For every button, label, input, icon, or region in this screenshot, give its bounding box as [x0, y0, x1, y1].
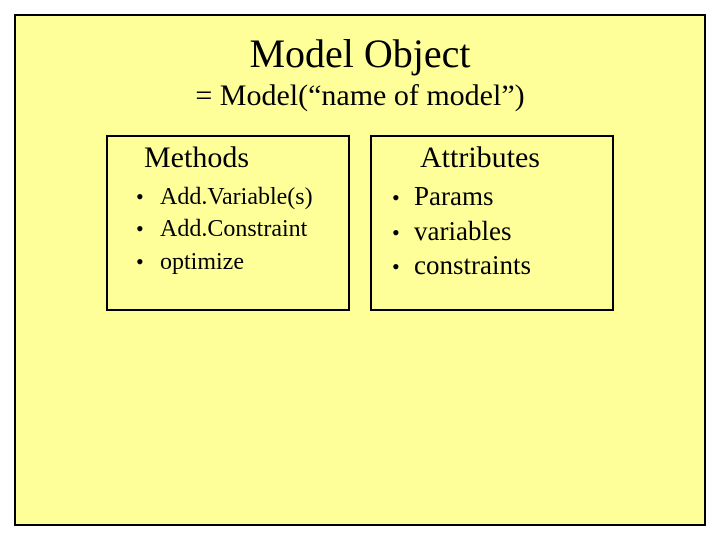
list-item: variables — [392, 214, 612, 249]
attributes-box: Attributes Params variables constraints — [370, 135, 614, 311]
box-row: Methods Add.Variable(s) Add.Constraint o… — [16, 135, 704, 311]
list-item: constraints — [392, 248, 612, 283]
list-item: Params — [392, 179, 612, 214]
methods-box-title: Methods — [108, 137, 348, 175]
list-item: Add.Variable(s) — [136, 181, 348, 213]
slide-title: Model Object — [16, 30, 704, 77]
attributes-list: Params variables constraints — [372, 179, 612, 283]
methods-box: Methods Add.Variable(s) Add.Constraint o… — [106, 135, 350, 311]
slide-frame: Model Object = Model(“name of model”) Me… — [14, 14, 706, 526]
list-item: Add.Constraint — [136, 213, 348, 245]
attributes-box-title: Attributes — [372, 137, 612, 175]
methods-list: Add.Variable(s) Add.Constraint optimize — [108, 181, 348, 278]
slide-subtitle: = Model(“name of model”) — [16, 79, 704, 113]
list-item: optimize — [136, 246, 348, 278]
